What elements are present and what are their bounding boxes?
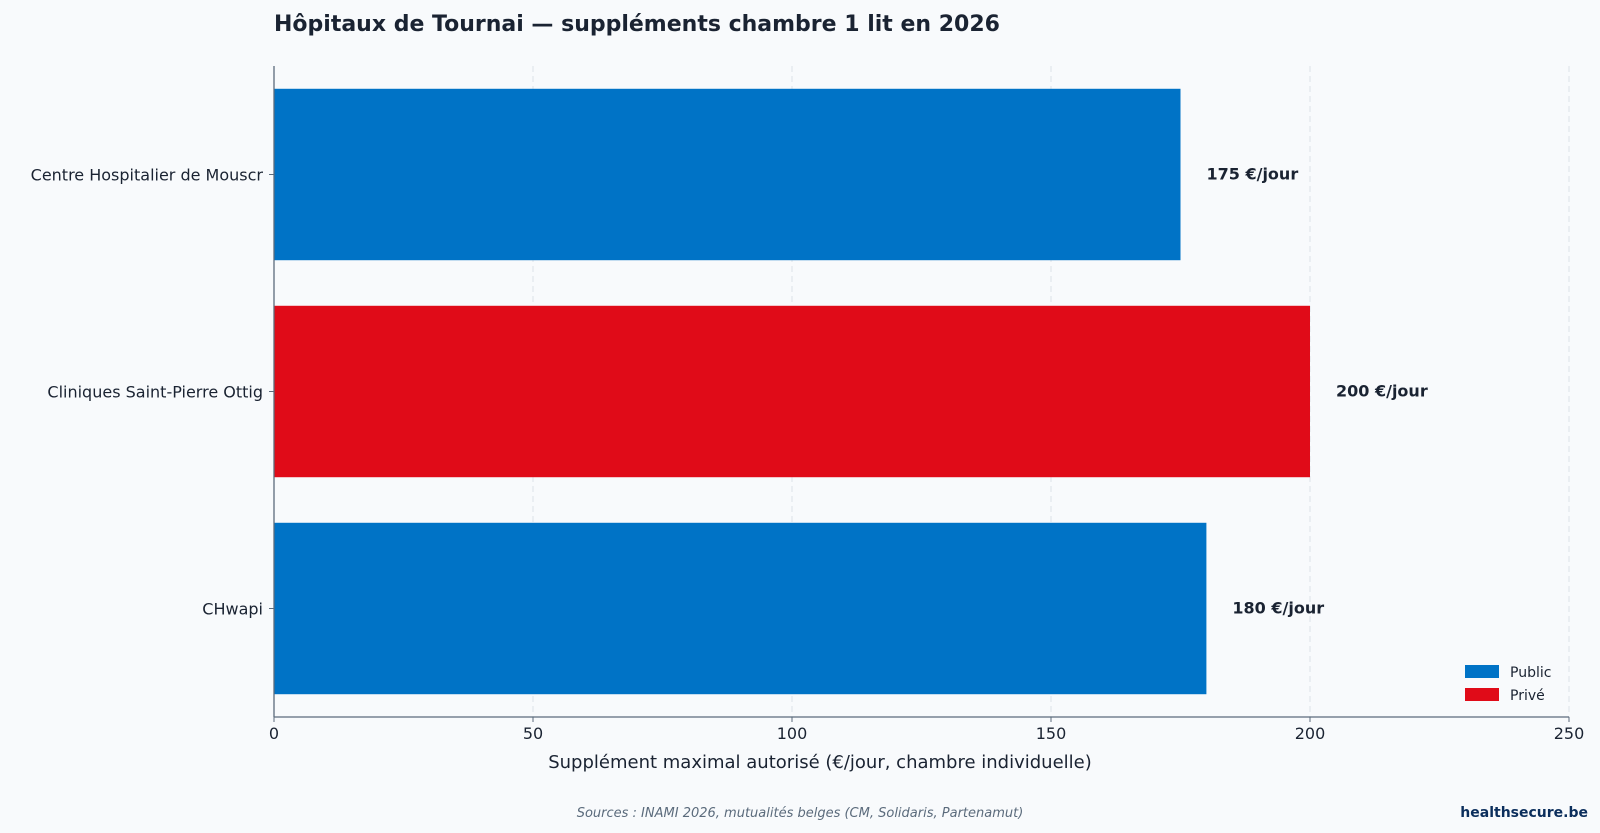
x-tick-label: 200 [1295,724,1326,743]
source-note: Sources : INAMI 2026, mutualités belges … [577,806,1024,821]
legend-label: Public [1510,665,1551,681]
bar [274,88,1181,261]
data-label: 200 €/jour [1336,382,1428,401]
legend: Public Privé [1465,665,1551,704]
x-tick-label: 50 [523,724,543,743]
legend-swatch [1465,665,1499,678]
category-label: CHwapi [202,600,263,619]
data-label: 180 €/jour [1232,599,1324,618]
x-tick-label: 250 [1554,724,1585,743]
x-tick-label: 100 [777,724,808,743]
legend-label: Privé [1510,688,1545,704]
labels: 175 €/jour Centre Hospitalier de Mouscr 20… [31,165,1585,744]
bar [274,522,1207,695]
axes [269,66,1570,722]
x-tick-label: 150 [1036,724,1067,743]
brand-label: healthsecure.be [1460,805,1588,821]
chart-title: Hôpitaux de Tournai — suppléments chambr… [274,12,1000,37]
data-label: 175 €/jour [1207,165,1299,184]
legend-swatch [1465,688,1499,701]
x-tick-label: 0 [269,724,279,743]
category-label: Cliniques Saint-Pierre Ottig [47,383,263,402]
x-axis-label: Supplément maximal autorisé (€/jour, cha… [548,752,1092,773]
bars [274,88,1310,695]
category-label: Centre Hospitalier de Mouscr [31,166,264,185]
bar [274,305,1310,478]
